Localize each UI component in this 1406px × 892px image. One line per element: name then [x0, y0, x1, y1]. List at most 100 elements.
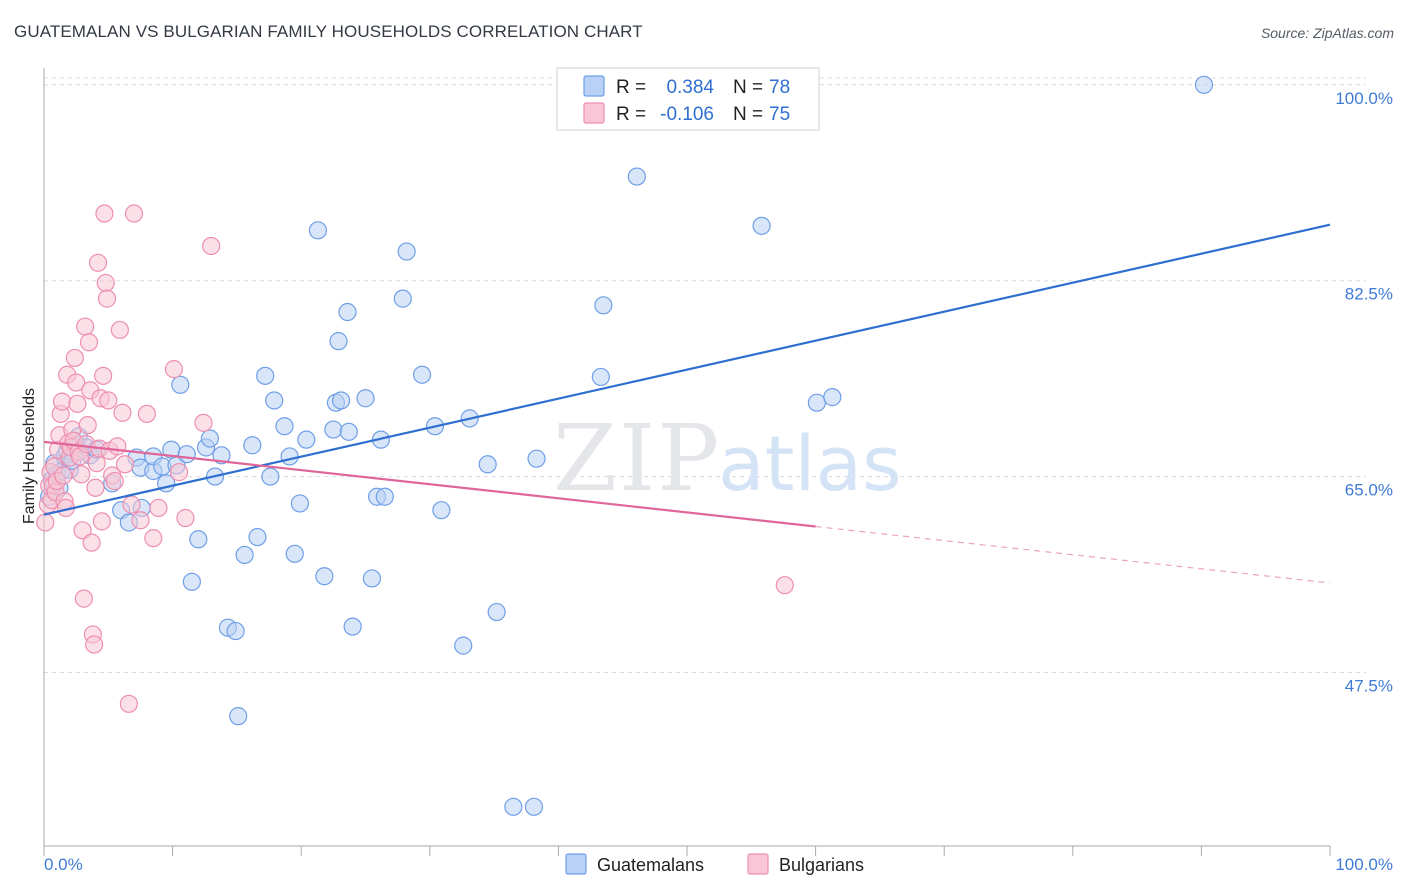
guatemalan-point — [752, 216, 771, 235]
watermark-zip: ZIP — [553, 405, 721, 512]
guatemalan-point — [362, 569, 382, 588]
bulgarian-point — [96, 273, 115, 293]
bulgarian-point — [72, 465, 91, 484]
bulgarian-point — [79, 333, 99, 352]
guatemalan-point — [265, 391, 284, 410]
stats-legend: R = 0.384 N = 78 R = -0.106 N = 75 — [556, 67, 820, 131]
guatemalan-point — [594, 296, 613, 315]
guatemalan-point — [212, 446, 231, 465]
bulgarian-point — [144, 529, 163, 548]
bulgarian-point — [115, 455, 135, 474]
guatemalan-point — [343, 617, 362, 636]
guatemalan-point — [823, 388, 842, 407]
bulgarian-point — [149, 498, 168, 518]
bulgarian-point — [137, 404, 156, 424]
bulgarian-point — [119, 694, 138, 713]
y-tick-label: 65.0% — [1345, 481, 1393, 500]
guatemalan-point — [524, 797, 544, 816]
stats-legend-r-value-guatemalans: 0.384 — [666, 77, 714, 98]
bulgarian-point — [194, 413, 213, 432]
guatemalan-point — [487, 602, 506, 622]
x-tick-label-max: 100.0% — [1335, 855, 1393, 874]
bulgarian-point — [105, 471, 124, 491]
gridlines — [44, 77, 1366, 673]
guatemalan-point — [356, 389, 375, 408]
guatemalan-point — [297, 430, 316, 449]
bulgarian-point — [97, 289, 117, 308]
bulgarian-point — [74, 589, 93, 608]
bulgarian-point — [67, 373, 86, 392]
stats-legend-swatch-bulgarians — [583, 102, 605, 124]
bulgarian-point — [52, 392, 72, 411]
bulgarian-point — [99, 391, 118, 410]
bulgarian-point — [94, 366, 113, 385]
guatemalan-point — [243, 436, 262, 455]
stats-legend-n-label-bulgarians: N = — [733, 104, 763, 125]
bulgarian-point — [124, 204, 144, 223]
guatemalan-point — [226, 621, 245, 641]
bulgarian-point — [82, 533, 101, 552]
guatemalan-point — [200, 429, 219, 448]
guatemalan-point — [308, 221, 328, 240]
bottom-legend-label-guatemalans: Guatemalans — [597, 855, 704, 875]
bulgarian-point — [775, 576, 794, 595]
bulgarian-point — [113, 403, 132, 422]
stats-legend-r-value-bulgarians: -0.106 — [660, 104, 714, 125]
bulgarian-point — [164, 360, 183, 379]
bulgarian-point — [68, 394, 87, 413]
guatemalan-point — [285, 544, 304, 563]
bottom-legend-swatch-bulgarians — [747, 853, 769, 875]
guatemalan-point — [275, 417, 294, 436]
guatemalan-point — [182, 572, 201, 591]
guatemalan-point — [248, 527, 267, 547]
bulgarian-point — [131, 511, 150, 530]
bulgarian-point — [176, 508, 195, 528]
guatemalan-point — [454, 636, 473, 655]
guatemalan-point — [338, 302, 357, 322]
guatemalan-point — [432, 501, 451, 520]
stats-legend-swatch-guatemalans — [583, 75, 605, 97]
guatemalan-point — [1194, 75, 1214, 94]
bulgarians-points — [36, 204, 794, 713]
guatemalan-point — [478, 455, 497, 474]
y-tick-label: 47.5% — [1345, 676, 1393, 695]
guatemalan-point — [591, 367, 610, 387]
watermark: ZIP atlas — [553, 405, 902, 512]
stats-legend-n-value-guatemalans: 78 — [769, 77, 790, 98]
guatemalan-point — [171, 375, 190, 394]
bulgarian-point — [86, 478, 105, 497]
bulgarian-point — [110, 320, 129, 340]
guatemalan-point — [290, 494, 310, 513]
stats-legend-r-label-bulgarians: R = — [616, 104, 646, 125]
guatemalan-point — [280, 447, 299, 466]
bulgarians-trendline — [43, 440, 816, 528]
x-tick-label-min: 0.0% — [44, 855, 83, 874]
y-axis-title: Family Households — [21, 388, 38, 524]
axes — [43, 68, 1331, 856]
x-ticks — [43, 846, 1331, 856]
bulgarian-point — [85, 635, 104, 654]
y-tick-label: 100.0% — [1335, 89, 1393, 108]
bulgarian-point — [92, 512, 111, 531]
guatemalan-point — [329, 332, 348, 351]
bottom-legend: Guatemalans Bulgarians — [565, 853, 864, 875]
guatemalan-point — [807, 393, 826, 412]
bulgarian-point — [108, 437, 127, 456]
guatemalan-point — [504, 797, 523, 816]
guatemalan-point — [627, 167, 646, 186]
y-tick-labels: 47.5% 65.0% 82.5% 100.0% — [1335, 89, 1393, 696]
bulgarian-point — [122, 495, 141, 514]
bulgarian-point — [169, 463, 189, 482]
bulgarian-point — [36, 513, 55, 532]
bulgarian-point — [65, 348, 84, 368]
watermark-atlas: atlas — [718, 419, 902, 508]
guatemalan-point — [261, 467, 280, 486]
guatemalan-point — [235, 545, 254, 565]
bulgarian-point — [73, 521, 92, 540]
guatemalan-point — [375, 487, 394, 506]
bulgarian-point — [54, 466, 73, 485]
guatemalan-point — [412, 365, 432, 384]
guatemalan-point — [177, 445, 196, 464]
guatemalan-point — [256, 366, 275, 385]
